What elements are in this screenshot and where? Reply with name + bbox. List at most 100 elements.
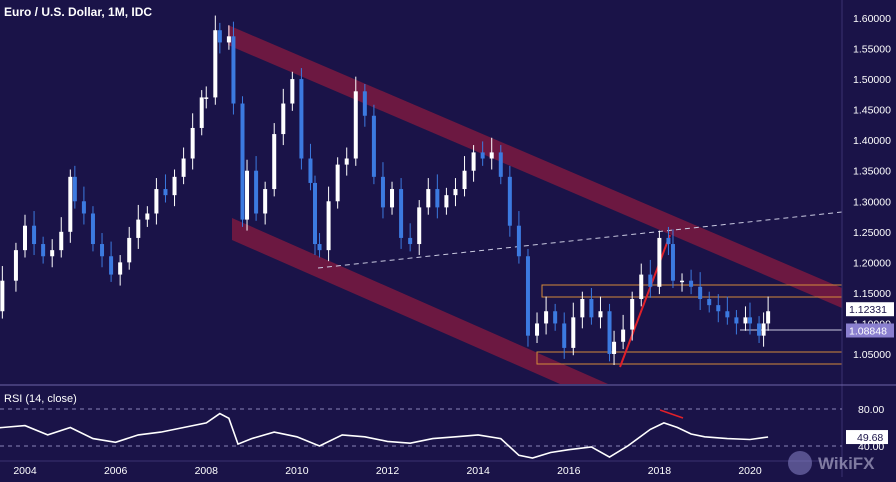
candle-down	[299, 79, 304, 159]
candle-down	[217, 30, 222, 43]
price-axis[interactable]: 1.60000 1.55000 1.50000 1.45000 1.40000 1.350…	[853, 13, 891, 361]
price-axis-label: 1.55000	[853, 44, 891, 56]
rsi-badge-label: 49.68	[857, 432, 883, 444]
candle-down	[689, 280, 694, 287]
candle-up	[13, 250, 18, 281]
candle-down	[666, 237, 671, 245]
time-axis-label: 2010	[285, 465, 309, 477]
chart-title: Euro / U.S. Dollar, 1M, IDC	[4, 5, 152, 19]
dashed-trendline	[317, 211, 843, 269]
candle-up	[344, 158, 349, 165]
candle-up	[190, 127, 195, 159]
candle-up	[390, 189, 395, 208]
candle-up	[154, 189, 159, 214]
rsi-title[interactable]: RSI (14, close)	[4, 393, 77, 405]
candle-up	[444, 195, 449, 208]
candle-up	[145, 213, 150, 220]
candle-down	[707, 299, 712, 306]
candle-down	[435, 189, 440, 208]
candle-up	[326, 201, 331, 251]
candle-down	[109, 256, 114, 275]
candle-down	[589, 299, 594, 318]
candle-down	[698, 286, 703, 300]
candle-down	[371, 115, 376, 177]
svg-text:WikiFX: WikiFX	[818, 454, 875, 473]
price-axis-label: 1.40000	[853, 135, 891, 147]
candle-down	[41, 244, 46, 257]
candle-down	[32, 225, 37, 245]
candlestick-series	[0, 15, 771, 365]
time-axis-label: 2012	[376, 465, 400, 477]
candle-up	[612, 341, 617, 354]
candle-up	[263, 189, 268, 214]
candle-down	[507, 176, 512, 226]
price-axis-label: 1.25000	[853, 227, 891, 239]
candle-up	[630, 299, 635, 330]
candle-up	[766, 311, 771, 324]
candle-down	[380, 176, 385, 208]
candle-down	[607, 311, 612, 354]
candle-up	[199, 97, 204, 128]
price-axis-label: 1.35000	[853, 166, 891, 178]
candle-up	[761, 323, 766, 336]
candle-up	[462, 170, 467, 190]
rising-trendline	[619, 234, 671, 368]
time-axis[interactable]: 2004 2006 2008 2010 2012 2014 2016 2018 2020	[13, 465, 762, 477]
candle-down	[100, 244, 105, 257]
candle-up	[23, 225, 27, 251]
candle-up	[657, 237, 662, 287]
candle-up	[127, 237, 132, 263]
candle-up	[181, 158, 186, 177]
candle-down	[670, 244, 675, 281]
candle-up	[417, 207, 422, 245]
descending-channel-upper-band	[228, 25, 842, 308]
candle-down	[90, 213, 95, 245]
candle-up	[544, 311, 549, 324]
price-axis-label: 1.45000	[853, 105, 891, 117]
price-axis-label: 1.30000	[853, 196, 891, 208]
time-axis-label: 2014	[466, 465, 490, 477]
watermark: WikiFX	[788, 451, 875, 475]
candle-up	[272, 134, 277, 190]
candle-down	[748, 317, 752, 324]
candle-up	[226, 36, 231, 43]
candle-down	[525, 256, 530, 336]
candle-up	[0, 280, 5, 312]
candle-up	[204, 97, 209, 99]
rsi-line	[0, 412, 769, 459]
descending-channel-lower-band	[232, 218, 608, 384]
candle-up	[281, 103, 286, 135]
candle-down	[725, 311, 730, 318]
price-axis-label: 1.50000	[853, 74, 891, 86]
last-price-badge-bg	[846, 302, 894, 317]
candle-down	[81, 201, 86, 214]
candle-up	[50, 250, 55, 257]
candle-down	[480, 152, 485, 159]
candle-up	[213, 30, 218, 98]
rsi-badge: 49.68	[846, 430, 888, 445]
candle-up	[680, 280, 685, 283]
candle-up	[571, 317, 576, 348]
candle-up	[621, 329, 626, 342]
time-axis-label: 2016	[557, 465, 581, 477]
candle-down	[308, 158, 313, 183]
candle-up	[59, 231, 64, 251]
candle-down	[716, 305, 721, 312]
rsi-axis-label: 80.00	[858, 404, 884, 416]
price-axis-label: 1.20000	[853, 257, 891, 269]
price-badges: 1.12331 1.08848	[846, 302, 894, 338]
candle-up	[290, 79, 295, 104]
candle-up	[118, 262, 123, 275]
time-axis-label: 2004	[13, 465, 37, 477]
candle-up	[598, 311, 603, 318]
price-axis-label: 1.15000	[853, 288, 891, 300]
time-axis-label: 2020	[738, 465, 762, 477]
time-axis-label: 2018	[648, 465, 672, 477]
rsi-badge-bg	[846, 430, 888, 445]
support-level-badge-bg	[846, 323, 894, 338]
candle-up	[426, 189, 431, 208]
rsi-overbought-segment	[659, 409, 684, 419]
time-axis-label: 2008	[195, 465, 219, 477]
